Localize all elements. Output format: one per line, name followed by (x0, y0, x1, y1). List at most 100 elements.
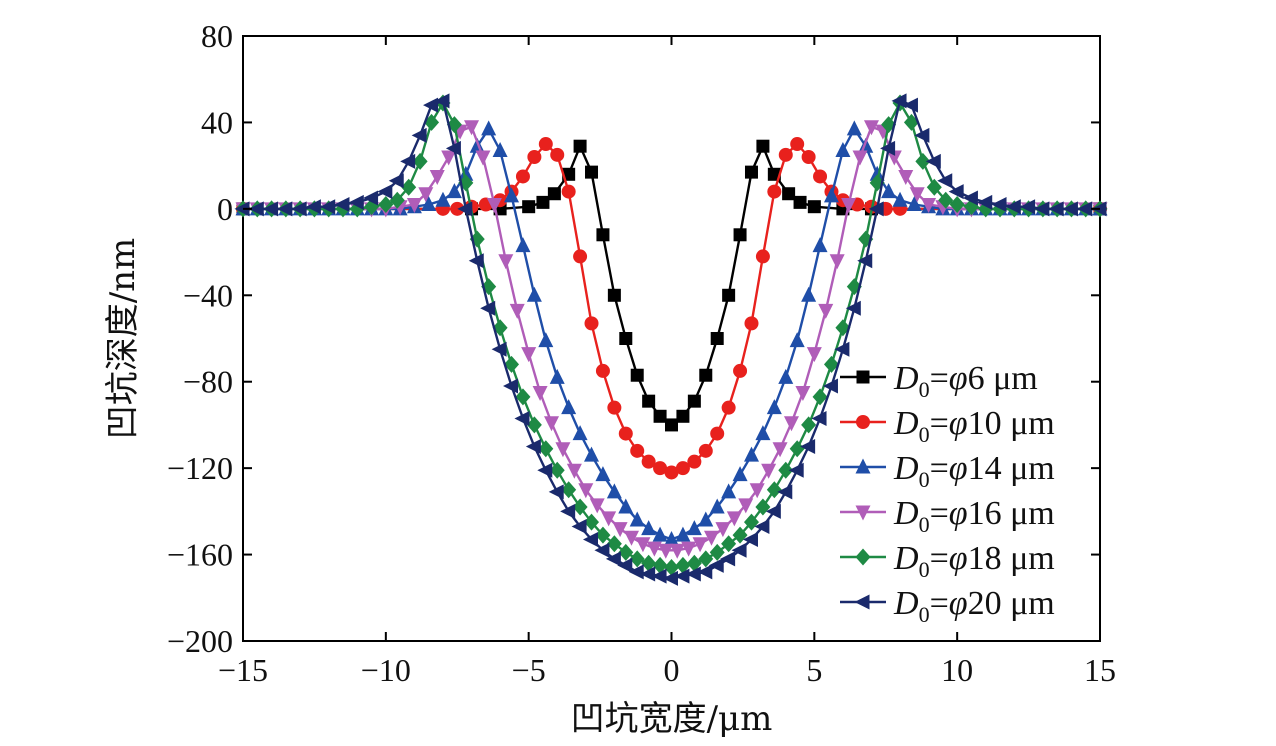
legend-label: D0=φ20 μm (893, 585, 1055, 627)
series-4-point (595, 526, 611, 544)
y-tick-label: 80 (201, 18, 233, 54)
series-5-point (434, 93, 450, 109)
series-5-point (1048, 201, 1064, 217)
series-2-point (584, 446, 600, 462)
y-tick-label: −200 (167, 623, 233, 659)
series-3-point (578, 483, 594, 499)
series-0-point (710, 332, 724, 345)
series-5-point (583, 531, 599, 547)
legend-marker (855, 458, 871, 474)
x-tick-label: 5 (806, 652, 822, 688)
legend-item-4: D0=φ18 μm (840, 540, 1055, 582)
series-4-point (606, 535, 622, 553)
series-4-point (938, 191, 954, 209)
series-0-point (630, 368, 644, 382)
series-3-point (555, 442, 571, 458)
series-4-point (686, 554, 702, 572)
series-1-point (790, 137, 805, 152)
series-5-point (491, 341, 507, 357)
series-1-point (561, 184, 576, 199)
series-0-point (807, 200, 821, 214)
series-3-point (486, 198, 502, 214)
series-5-point (914, 127, 930, 143)
series-3-point (669, 543, 685, 559)
series-5-point (423, 97, 439, 113)
legend-label: D0=φ14 μm (893, 450, 1055, 492)
y-axis-title: 凹坑深度/nm (103, 238, 143, 440)
series-4-point (801, 416, 817, 434)
series-5-point (857, 253, 873, 269)
series-1-point (607, 400, 622, 415)
series-5-point (1034, 201, 1050, 217)
series-4-point (915, 152, 931, 170)
series-1-point (813, 169, 828, 184)
series-2-point (686, 520, 702, 536)
series-5-point (674, 568, 690, 584)
series-5-point (765, 503, 781, 519)
y-tick-label: −80 (183, 364, 233, 400)
series-2-point (481, 120, 497, 136)
series-5-point (708, 557, 724, 573)
series-1-point (595, 363, 610, 378)
series-0-point (793, 195, 807, 209)
series-3-point (589, 498, 605, 514)
series-0-point (722, 288, 736, 302)
series-0-point (585, 165, 599, 179)
series-4-point (823, 355, 839, 373)
series-5-point (594, 542, 610, 558)
series-4-point (629, 550, 645, 568)
series-2-point (823, 187, 839, 203)
series-0-point (642, 394, 656, 408)
legend-item-1: D0=φ10 μm (840, 405, 1055, 447)
series-2-point (618, 498, 634, 514)
series-3-point (749, 483, 765, 499)
y-tick-label: 0 (217, 191, 233, 227)
series-5-point (640, 566, 656, 582)
y-tick-label: 40 (201, 104, 233, 140)
series-4-point (389, 191, 405, 209)
series-2-point (835, 142, 851, 158)
series-4-point (664, 559, 679, 577)
series-3-point (738, 498, 754, 514)
series-5-point (991, 197, 1007, 213)
series-0-point (744, 165, 758, 179)
series-3-point (566, 463, 582, 479)
series-1-point (664, 465, 679, 480)
series-3-point (921, 198, 937, 214)
series-5-point (720, 551, 736, 567)
series-0-point (596, 228, 610, 242)
series-2-point (789, 332, 805, 348)
series-5 (234, 93, 1107, 586)
series-5-point (880, 140, 896, 156)
series-2-point (881, 183, 897, 199)
series-5-point (468, 253, 484, 269)
series-5-point (248, 201, 264, 217)
series-3-point (715, 522, 731, 538)
series-5-point (663, 570, 678, 586)
series-4-point (812, 388, 828, 406)
series-3-point (464, 120, 480, 136)
series-5-point (868, 201, 884, 217)
y-tick-label: −40 (183, 277, 233, 313)
series-0-point (607, 288, 621, 302)
series-3-point (681, 541, 697, 557)
y-tick-label: −120 (167, 450, 233, 486)
series-4-point (618, 543, 634, 561)
series-4-point (721, 535, 737, 553)
series-1-point (778, 147, 793, 162)
series-2-point (778, 368, 794, 384)
x-tick-label: −10 (361, 652, 411, 688)
series-3-point (509, 303, 525, 319)
series-4-point (549, 461, 565, 479)
series-5-point (617, 557, 633, 573)
series-5-point (651, 568, 667, 584)
series-2-point (721, 483, 737, 499)
series-5-point (834, 341, 850, 357)
series-3-point (795, 386, 811, 402)
series-2-point (595, 466, 611, 482)
series-5-point (348, 194, 364, 210)
series-5-point (800, 439, 816, 455)
series-2-point (641, 520, 657, 536)
series-5-point (263, 201, 279, 217)
